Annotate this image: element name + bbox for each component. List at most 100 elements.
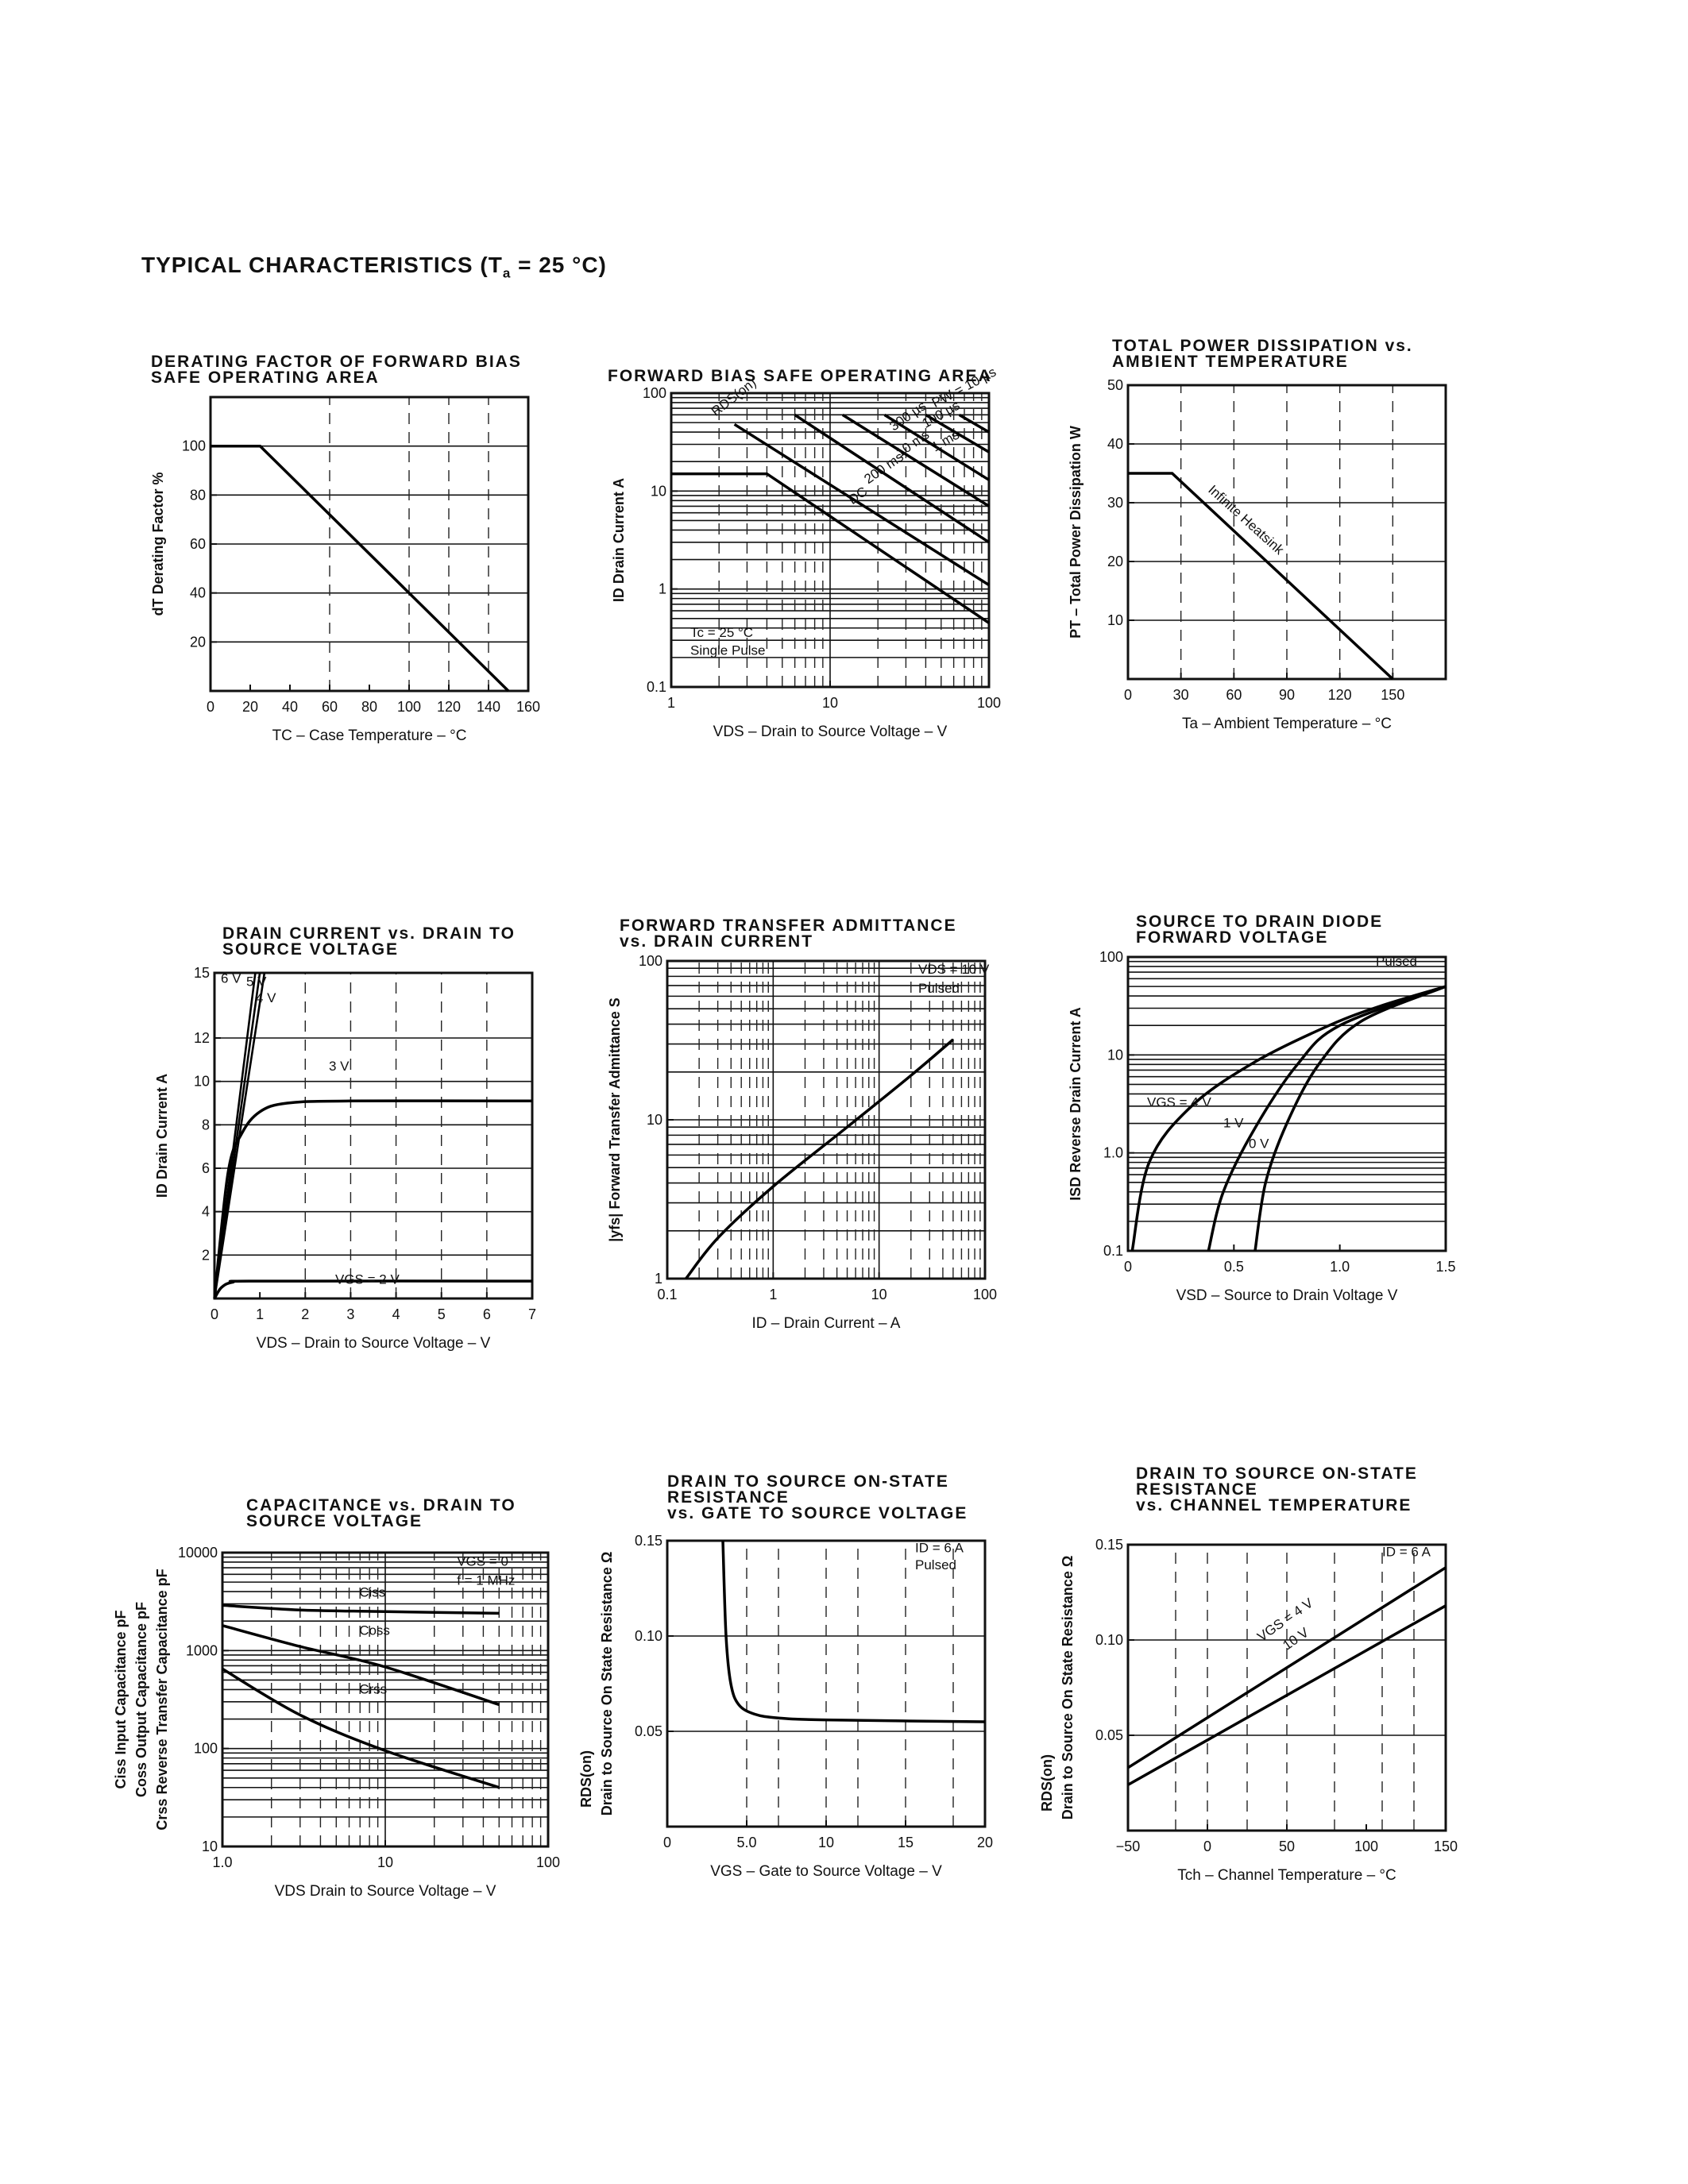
cap-annotation-f-1-mhz: f = 1 MHz [457, 1573, 515, 1588]
idvds-x-axis-label: VDS – Drain to Source Voltage – V [257, 1335, 491, 1352]
cap-title-line: CAPACITANCE vs. DRAIN TO [246, 1496, 516, 1515]
yfs-annotation-vds-10-v: VDS = 10 V [918, 962, 990, 977]
fbsoa-x-tick-label: 10 [822, 695, 838, 711]
idvds-x-tick-label: 3 [346, 1306, 354, 1322]
yfs-series-0 [685, 1038, 955, 1280]
rdsvgs-annotation-id-6-a: ID = 6 A [915, 1540, 964, 1555]
rdsvgs-x-tick-label: 0 [663, 1835, 671, 1850]
idvds-x-tick-label: 5 [438, 1306, 446, 1322]
cap-title-line: SOURCE VOLTAGE [246, 1512, 423, 1530]
idvds-x-tick-label: 1 [256, 1306, 264, 1322]
idvds-annotation-vgs-2-v: VGS = 2 V [335, 1272, 400, 1287]
rdstch-title-line: vs. CHANNEL TEMPERATURE [1136, 1496, 1412, 1515]
fbsoa-y-tick-label: 1 [659, 581, 666, 597]
cap-curve-label-ciss: Ciss [359, 1585, 385, 1600]
ptotal-x-tick-label: 90 [1279, 687, 1295, 703]
isd-h-grid [1128, 960, 1446, 1222]
cap-y-axis-label: Crss Reverse Transfer Capacitance pF [154, 1569, 170, 1830]
ptotal-x-tick-label: 60 [1226, 687, 1242, 703]
idvds-x-tick-label: 0 [211, 1306, 218, 1322]
yfs-x-tick-label: 1 [769, 1287, 777, 1302]
rdstch-x-tick-label: 150 [1434, 1839, 1458, 1854]
ptotal-y-tick-label: 20 [1107, 554, 1123, 569]
rdstch-y-tick-label: 0.05 [1095, 1727, 1123, 1743]
ptotal-series-0 [1128, 472, 1394, 681]
isd-annotation-0-v: 0 V [1249, 1136, 1269, 1152]
rdsvgs-y-axis-label: RDS(on) [578, 1750, 594, 1808]
isd-y-axis-label: ISD Reverse Drain Current A [1068, 1007, 1083, 1200]
fbsoa-series-1-ms [841, 413, 990, 507]
yfs-title-line: FORWARD TRANSFER ADMITTANCE [620, 916, 957, 935]
rdsvgs-y-axis-label: Drain to Source On State Resistance Ω [599, 1552, 615, 1816]
cap-y-tick-label: 100 [194, 1741, 218, 1757]
rdstch-y-axis-label: RDS(on) [1039, 1754, 1055, 1812]
rdstch-y-tick-label: 0.10 [1095, 1632, 1123, 1648]
rdstch-series-vgs-4-v [1127, 1566, 1447, 1769]
rdsvgs-title-line: DRAIN TO SOURCE ON-STATE [667, 1472, 949, 1491]
drain-current-vs-vds-chart: DRAIN CURRENT vs. DRAIN TO SOURCE VOLTAGE… [127, 921, 572, 1366]
cap-x-tick-label: 1.0 [212, 1854, 232, 1870]
fbsoa-v-grid [718, 393, 983, 687]
derating-x-tick-label: 140 [477, 699, 500, 715]
fbsoa-series-100-s [925, 413, 990, 453]
rdstch-x-axis-label: Tch – Channel Temperature – °C [1177, 1867, 1396, 1884]
isd-y-tick-label: 10 [1107, 1047, 1123, 1063]
rdstch-v-grid [1175, 1545, 1415, 1831]
ptotal-y-tick-label: 40 [1107, 436, 1123, 452]
rdstch-x-tick-label: 50 [1279, 1839, 1295, 1854]
ptotal-y-tick-label: 50 [1107, 377, 1123, 393]
yfs-x-tick-label: 10 [871, 1287, 887, 1302]
isd-series-vgs-4-v [1130, 985, 1447, 1252]
idvds-plot-frame [213, 971, 534, 1300]
rdstch-x-tick-label: 0 [1203, 1839, 1211, 1854]
derating-y-tick-label: 40 [190, 585, 206, 601]
rdstch-y-axis-label: Drain to Source On State Resistance Ω [1060, 1556, 1076, 1820]
isd-series-0-v [1253, 985, 1447, 1252]
idvds-annotation-4-v: 4 V [256, 990, 276, 1005]
idvds-y-tick-label: 12 [194, 1030, 210, 1046]
cap-series-ciss [222, 1603, 500, 1615]
cap-curve-label-crss: Crss [359, 1682, 387, 1697]
rdstch-x-tick-label: −50 [1116, 1839, 1141, 1854]
fbsoa-y-tick-label: 0.1 [647, 679, 666, 695]
idvds-y-tick-label: 10 [194, 1074, 210, 1090]
isd-y-tick-label: 0.1 [1103, 1243, 1123, 1259]
ptotal-x-tick-label: 150 [1381, 687, 1404, 703]
ptotal-svg: TOTAL POWER DISSIPATION vs.AMBIENT TEMPE… [1068, 337, 1447, 732]
rdstch-title-line: DRAIN TO SOURCE ON-STATE [1136, 1464, 1418, 1483]
fbsoa-series-pw-10-s [958, 413, 990, 434]
rdsvgs-title-line: RESISTANCE [667, 1488, 790, 1507]
yfs-annotation-pulsed: Pulsed [918, 981, 960, 996]
cap-series-crss [222, 1667, 500, 1789]
idvds-x-tick-label: 2 [301, 1306, 309, 1322]
idvds-x-tick-label: 6 [483, 1306, 491, 1322]
yfs-y-tick-label: 10 [647, 1112, 662, 1128]
yfs-x-tick-label: 100 [973, 1287, 997, 1302]
fbsoa-annotation-dc: DC [845, 484, 870, 507]
rdstch-x-tick-label: 100 [1354, 1839, 1378, 1854]
rdsvgs-title-line: vs. GATE TO SOURCE VOLTAGE [667, 1504, 968, 1522]
rdsvgs-series-0 [721, 1540, 986, 1723]
isd-title-line: SOURCE TO DRAIN DIODE [1136, 913, 1383, 931]
fbsoa-annotation-200-ms: 200 ms [861, 449, 906, 487]
fbsoa-annotation-single-pulse: Single Pulse [690, 642, 766, 658]
rdsvgs-x-tick-label: 20 [977, 1835, 993, 1850]
isd-annotation-pulsed: Pulsed [1376, 954, 1417, 969]
fbsoa-svg: FORWARD BIAS SAFE OPERATING AREA 1 10 100 0.… [608, 365, 1001, 740]
rdsvgs-x-tick-label: 10 [818, 1835, 834, 1850]
rds-vs-vgs-chart: DRAIN TO SOURCE ON-STATE RESISTANCE vs. GA… [578, 1469, 1033, 1882]
ptotal-y-tick-label: 30 [1107, 495, 1123, 511]
idvds-x-tick-label: 7 [528, 1306, 536, 1322]
idvds-y-axis-label: ID Drain Current A [154, 1074, 170, 1198]
yfs-title-line: vs. DRAIN CURRENT [620, 932, 813, 951]
cap-y-axis-label: Coss Output Capacitance pF [133, 1602, 149, 1797]
fbsoa-x-axis-label: VDS – Drain to Source Voltage – V [713, 723, 948, 740]
isd-series-1-v [1207, 985, 1447, 1252]
fbsoa-annotation-1-ms: 1 ms [929, 427, 962, 455]
isd-plot-frame [1126, 955, 1447, 1252]
rdsvgs-x-tick-label: 15 [898, 1835, 914, 1850]
isd-x-tick-label: 1.5 [1435, 1259, 1455, 1275]
